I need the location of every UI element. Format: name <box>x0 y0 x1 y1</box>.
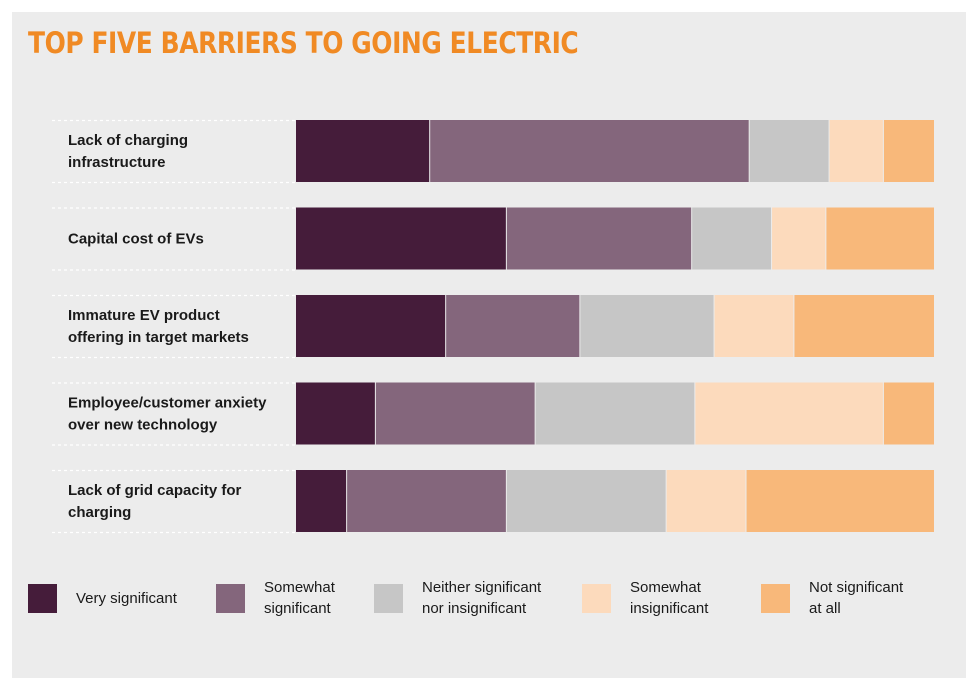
bar-segment-row3-series5 <box>794 295 934 357</box>
bar-segment-row4-series1 <box>296 382 375 445</box>
legend-label-2: Somewhat significant <box>264 568 414 628</box>
category-label-3: Immature EV product offering in target ma… <box>68 307 249 346</box>
legend-swatch-3 <box>374 584 403 613</box>
legend-swatch-1 <box>28 584 57 613</box>
category-label-2: Capital cost of EVs <box>68 231 204 248</box>
bar-segment-row5-series1 <box>296 470 347 532</box>
bar-segment-row4-series3 <box>535 382 695 445</box>
legend: Very significant Somewhat significant Neit… <box>28 578 948 638</box>
legend-text-2: Somewhat significant <box>264 579 335 617</box>
bar-segment-row1-series1 <box>296 120 430 182</box>
legend-swatch-4 <box>582 584 611 613</box>
legend-text-3: Neither significant nor insignificant <box>422 579 542 617</box>
bar-segment-row4-series5 <box>883 382 934 445</box>
legend-text-4: Somewhat insignificant <box>630 579 709 617</box>
bar-segment-row2-series1 <box>296 207 506 270</box>
bar-segment-row1-series2 <box>430 120 749 182</box>
bar-segment-row1-series5 <box>883 120 934 182</box>
bar-segment-row5-series4 <box>666 470 746 532</box>
chart-title: TOP FIVE BARRIERS TO GOING ELECTRIC <box>28 26 579 60</box>
bar-segment-row2-series4 <box>772 207 826 270</box>
bar-segment-row3-series4 <box>714 295 794 357</box>
legend-label-3: Neither significant nor insignificant <box>422 568 572 628</box>
bar-segment-row5-series3 <box>506 470 666 532</box>
legend-label-1: Very significant <box>76 568 226 628</box>
bar-segment-row3-series2 <box>446 295 580 357</box>
legend-label-5: Not significant at all <box>809 568 959 628</box>
legend-swatch-2 <box>216 584 245 613</box>
row-separators <box>52 119 296 534</box>
bars <box>296 120 934 532</box>
bar-segment-row2-series2 <box>506 207 692 270</box>
bar-segment-row3-series3 <box>580 295 714 357</box>
bar-segment-row4-series4 <box>695 382 883 445</box>
bar-segment-row2-series5 <box>826 207 934 270</box>
bar-segment-row1-series4 <box>829 120 883 182</box>
legend-text-1: Very significant <box>76 589 177 607</box>
bar-segment-row2-series3 <box>692 207 772 270</box>
bar-segment-row5-series2 <box>347 470 506 532</box>
stacked-bar-chart: Lack of charging infrastructure Capital co… <box>52 119 934 534</box>
category-label-1: Lack of charging infrastructure <box>68 132 188 171</box>
bar-segment-row4-series2 <box>375 382 535 445</box>
category-label-4: Employee/customer anxiety over new techno… <box>68 395 267 434</box>
bar-segment-row1-series3 <box>749 120 829 182</box>
legend-label-4: Somewhat insignificant <box>630 568 780 628</box>
category-label-5: Lack of grid capacity for charging <box>68 482 242 521</box>
legend-text-5: Not significant at all <box>809 579 904 617</box>
bar-segment-row3-series1 <box>296 295 446 357</box>
legend-swatch-5 <box>761 584 790 613</box>
category-labels: Lack of charging infrastructure Capital co… <box>68 132 267 521</box>
bar-segment-row5-series5 <box>746 470 934 532</box>
